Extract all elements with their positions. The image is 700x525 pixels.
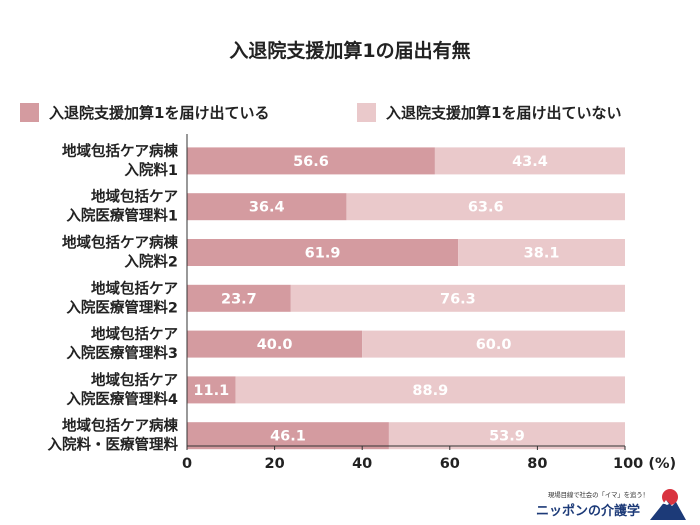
category-label-line: 地域包括ケア [91, 371, 178, 389]
category-label-line: 入院料2 [124, 253, 178, 271]
legend: 入退院支援加算1を届け出ている 入退院支援加算1を届け出ていない [0, 102, 700, 126]
category-label: 地域包括ケア病棟入院料1 [62, 142, 178, 179]
category-label: 地域包括ケア入院医療管理料1 [66, 188, 178, 225]
category-label-line: 地域包括ケア [91, 188, 178, 206]
category-label: 地域包括ケア病棟入院料2 [62, 234, 178, 271]
bar-segment-submitted [187, 376, 236, 404]
category-label-line: 入院料・医療管理料 [48, 436, 179, 454]
bar-value-label: 23.7 [221, 291, 257, 307]
bar-segment-submitted [187, 422, 389, 450]
bar-value-label: 53.9 [489, 429, 525, 445]
category-label-line: 入院医療管理料2 [66, 298, 178, 316]
x-tick-label: 60 [440, 456, 460, 472]
logo-tagline: 現場目線で社会の「イマ」を追う！ [548, 491, 649, 499]
bar-value-label: 60.0 [476, 337, 512, 353]
legend-item-submitted: 入退院支援加算1を届け出ている [20, 102, 269, 123]
bar-segment-not-submitted [388, 422, 625, 450]
bar-value-label: 56.6 [293, 154, 329, 170]
bar-value-label: 40.0 [257, 337, 293, 353]
x-tick-label: 80 [527, 456, 547, 472]
bar-segment-not-submitted [290, 284, 625, 312]
bar-value-label: 76.3 [440, 291, 476, 307]
bar-segment-submitted [187, 147, 435, 175]
x-tick-label: 100 (%) [613, 456, 676, 472]
category-label-line: 地域包括ケア [91, 279, 178, 297]
bar-value-label: 61.9 [305, 246, 341, 262]
category-label-line: 入院料1 [124, 161, 178, 179]
legend-swatch-submitted [20, 103, 39, 122]
bar-value-label: 38.1 [524, 246, 560, 262]
logo-name: ニッポンの介護学 [536, 504, 641, 519]
mountain-sun-logo-icon [650, 489, 686, 520]
category-label-line: 地域包括ケア病棟 [62, 234, 178, 252]
category-label-line: 地域包括ケア [91, 325, 178, 343]
bar-segment-not-submitted [434, 147, 625, 175]
chart-title: 入退院支援加算1の届出有無 [229, 40, 471, 62]
bar-value-label: 46.1 [270, 429, 306, 445]
x-tick-label: 0 [182, 456, 192, 472]
bar-value-label: 43.4 [512, 154, 548, 170]
category-label: 地域包括ケア入院医療管理料3 [66, 325, 178, 362]
category-label: 地域包括ケア病棟入院料・医療管理料 [48, 417, 179, 454]
legend-label-not-submitted: 入退院支援加算1を届け出ていない [386, 104, 622, 122]
legend-item-not-submitted: 入退院支援加算1を届け出ていない [357, 102, 621, 123]
x-tick-label: 40 [352, 456, 372, 472]
bar-segment-not-submitted [235, 376, 626, 404]
category-label: 地域包括ケア入院医療管理料4 [66, 371, 178, 408]
bar-value-label: 11.1 [193, 383, 229, 399]
legend-label-submitted: 入退院支援加算1を届け出ている [49, 104, 270, 122]
bar-segment-not-submitted [346, 193, 625, 221]
category-label-line: 地域包括ケア病棟 [62, 142, 178, 160]
logo: 現場目線で社会の「イマ」を追う！ ニッポンの介護学 [536, 486, 696, 522]
bar-segment-submitted [187, 284, 291, 312]
category-label-line: 入院医療管理料1 [66, 207, 178, 225]
bar-segment-submitted [187, 193, 347, 221]
category-label-line: 地域包括ケア病棟 [62, 417, 178, 435]
bar-segment-not-submitted [362, 330, 625, 358]
bar-value-label: 88.9 [412, 383, 448, 399]
category-label: 地域包括ケア入院医療管理料2 [66, 279, 178, 316]
bar-segment-submitted [187, 239, 459, 266]
category-label-line: 入院医療管理料4 [66, 390, 178, 408]
bar-value-label: 36.4 [249, 200, 285, 216]
category-label-line: 入院医療管理料3 [66, 344, 178, 362]
x-tick-label: 20 [265, 456, 285, 472]
bar-segment-not-submitted [458, 239, 625, 266]
bar-value-label: 63.6 [468, 200, 504, 216]
bar-segment-submitted [187, 330, 363, 358]
legend-swatch-not-submitted [357, 103, 376, 122]
